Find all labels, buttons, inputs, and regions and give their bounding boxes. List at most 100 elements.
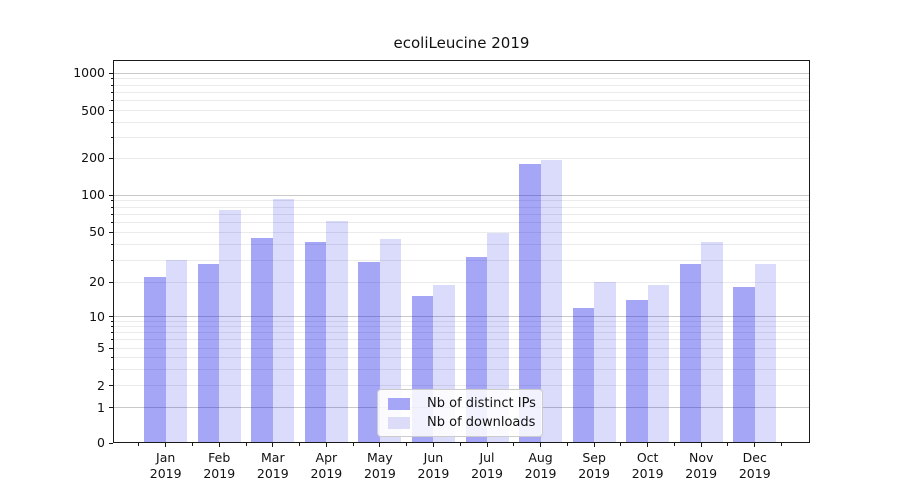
gridline-minor xyxy=(113,368,810,370)
x-tick-mark xyxy=(272,443,274,447)
x-minor-tick-mark xyxy=(406,443,408,446)
bar-distinct-ips xyxy=(519,163,541,443)
bar-distinct-ips xyxy=(358,261,380,443)
x-tick-mark xyxy=(379,443,381,447)
x-tick-label: Feb 2019 xyxy=(203,450,236,481)
y-tick-label: 1000 xyxy=(73,65,105,81)
x-tick-label: Mar 2019 xyxy=(256,450,289,481)
gridline-major xyxy=(113,194,810,196)
y-tick-mark xyxy=(109,407,113,409)
x-tick-label: Apr 2019 xyxy=(310,450,343,481)
y-minor-tick-mark xyxy=(110,121,113,123)
y-minor-tick-mark xyxy=(110,213,113,215)
gridline-major xyxy=(113,316,810,318)
gridline-minor xyxy=(113,92,810,94)
gridline-minor xyxy=(113,356,810,358)
legend: Nb of distinct IPs Nb of downloads xyxy=(377,389,543,437)
legend-swatch-downloads-icon xyxy=(388,416,410,429)
gridline-minor xyxy=(113,221,810,223)
y-tick-mark xyxy=(109,194,113,196)
bar-distinct-ips xyxy=(251,238,273,443)
y-tick-label: 0 xyxy=(97,435,105,451)
legend-label: Nb of downloads xyxy=(427,415,536,430)
x-tick-mark xyxy=(540,443,542,447)
bar-distinct-ips xyxy=(733,287,755,443)
gridline-minor xyxy=(113,157,810,159)
x-tick-label: Aug 2019 xyxy=(524,450,557,481)
legend-item: Nb of distinct IPs xyxy=(388,396,542,411)
y-minor-tick-mark xyxy=(110,221,113,223)
y-tick-label: 2 xyxy=(97,377,105,393)
y-minor-tick-mark xyxy=(110,92,113,94)
gridline-minor xyxy=(113,206,810,208)
x-tick-mark xyxy=(218,443,220,447)
y-tick-mark xyxy=(109,347,113,349)
gridline-major xyxy=(113,72,810,74)
x-tick-mark xyxy=(165,443,167,447)
bar-downloads xyxy=(540,160,563,443)
y-minor-tick-mark xyxy=(110,100,113,102)
legend-item: Nb of downloads xyxy=(388,415,542,430)
x-minor-tick-mark xyxy=(299,443,301,446)
bar-downloads xyxy=(594,282,616,443)
gridline-minor xyxy=(113,243,810,245)
y-tick-mark xyxy=(109,231,113,233)
y-minor-tick-mark xyxy=(110,136,113,138)
x-tick-label: Jun 2019 xyxy=(417,450,450,481)
x-minor-tick-mark xyxy=(727,443,729,446)
gridline-minor xyxy=(113,136,810,138)
x-tick-label: Jul 2019 xyxy=(471,450,503,481)
bar-downloads xyxy=(165,260,188,443)
y-minor-tick-mark xyxy=(110,78,113,80)
x-minor-tick-mark xyxy=(191,443,193,446)
bar-distinct-ips xyxy=(626,299,648,443)
gridline-minor xyxy=(113,121,810,123)
y-tick-label: 50 xyxy=(89,224,105,240)
x-minor-tick-mark xyxy=(566,443,568,446)
gridline-minor xyxy=(113,385,810,387)
x-minor-tick-mark xyxy=(352,443,354,446)
y-tick-mark xyxy=(109,385,113,387)
gridline-minor xyxy=(113,84,810,86)
y-tick-mark xyxy=(109,316,113,318)
y-minor-tick-mark xyxy=(110,84,113,86)
gridline-minor xyxy=(113,332,810,334)
y-tick-label: 500 xyxy=(81,102,105,118)
bar-downloads xyxy=(647,284,670,443)
x-tick-mark xyxy=(647,443,649,447)
y-minor-tick-mark xyxy=(110,326,113,328)
chart-title: ecoliLeucine 2019 xyxy=(393,34,530,52)
x-minor-tick-mark xyxy=(245,443,247,446)
gridline-minor xyxy=(113,200,810,202)
gridline-minor xyxy=(113,347,810,349)
y-tick-mark xyxy=(109,110,113,112)
x-minor-tick-mark xyxy=(459,443,461,446)
x-tick-mark xyxy=(432,443,434,447)
bar-downloads xyxy=(326,220,348,443)
gridline-minor xyxy=(113,78,810,80)
bar-distinct-ips xyxy=(304,241,327,443)
y-minor-tick-mark xyxy=(110,243,113,245)
y-tick-mark xyxy=(109,157,113,159)
gridline-minor xyxy=(113,213,810,215)
x-minor-tick-mark xyxy=(620,443,622,446)
x-tick-mark xyxy=(486,443,488,447)
y-minor-tick-mark xyxy=(110,200,113,202)
x-minor-tick-mark xyxy=(138,443,140,446)
gridline-minor xyxy=(113,110,810,112)
y-tick-label: 20 xyxy=(89,274,105,289)
bar-distinct-ips xyxy=(679,263,702,443)
y-minor-tick-mark xyxy=(110,356,113,358)
y-minor-tick-mark xyxy=(110,332,113,334)
bar-downloads xyxy=(701,241,723,443)
bar-distinct-ips xyxy=(197,263,220,443)
bar-downloads xyxy=(219,209,241,443)
gridline-minor xyxy=(113,259,810,261)
y-minor-tick-mark xyxy=(110,206,113,208)
x-tick-label: Nov 2019 xyxy=(685,450,718,481)
bar-downloads xyxy=(754,263,777,443)
y-tick-mark xyxy=(109,442,113,444)
y-tick-label: 10 xyxy=(89,308,105,324)
y-tick-label: 100 xyxy=(81,187,105,202)
